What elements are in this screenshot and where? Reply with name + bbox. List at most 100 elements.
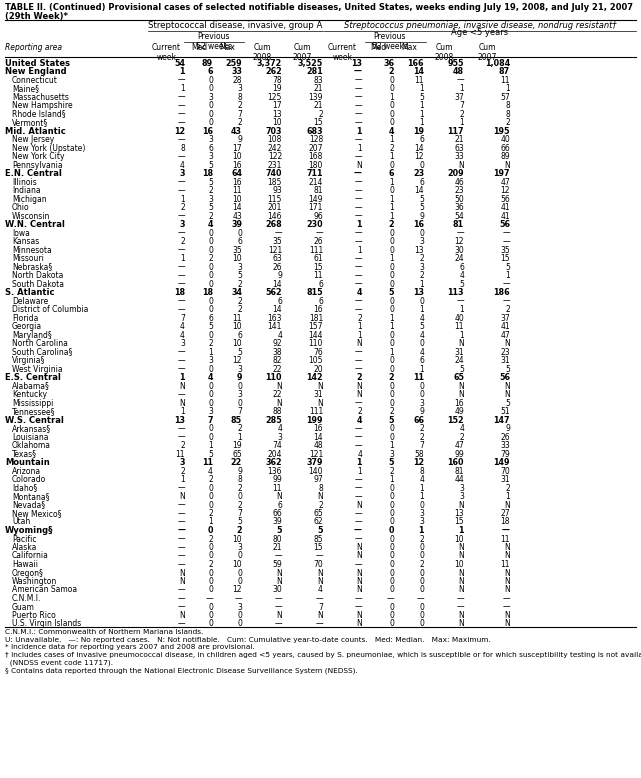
Text: Georgia: Georgia [12,322,42,331]
Text: 4: 4 [419,348,424,356]
Text: 22: 22 [272,390,282,399]
Text: 711: 711 [306,169,323,178]
Text: 4: 4 [208,467,213,475]
Text: Hawaii: Hawaii [12,560,38,569]
Text: Guam: Guam [12,602,35,612]
Text: South Dakota: South Dakota [12,279,64,289]
Text: 37: 37 [454,93,464,101]
Text: N: N [504,611,510,620]
Text: —: — [354,560,362,569]
Text: Arizona: Arizona [12,467,41,475]
Text: 1: 1 [419,483,424,492]
Text: 74: 74 [272,441,282,450]
Text: 108: 108 [268,135,282,144]
Text: Mountain: Mountain [5,458,50,467]
Text: 5: 5 [419,203,424,212]
Text: 5: 5 [237,517,242,527]
Text: 3: 3 [208,152,213,161]
Text: 2: 2 [419,424,424,433]
Text: (29th Week)*: (29th Week)* [5,12,68,21]
Text: 0: 0 [419,500,424,510]
Text: Alabama§: Alabama§ [12,381,50,391]
Text: 0: 0 [419,296,424,306]
Text: —: — [178,365,185,373]
Text: 92: 92 [272,339,282,348]
Text: 181: 181 [309,314,323,323]
Text: 12: 12 [454,237,464,246]
Text: N: N [458,500,464,510]
Text: 0: 0 [208,296,213,306]
Text: 2: 2 [237,424,242,433]
Text: 76: 76 [313,348,323,356]
Text: —: — [354,67,362,76]
Text: —: — [354,365,362,373]
Text: 11: 11 [454,322,464,331]
Text: 2: 2 [180,203,185,212]
Text: 5: 5 [237,348,242,356]
Text: 13: 13 [454,509,464,518]
Text: 4: 4 [208,220,213,229]
Text: 10: 10 [233,560,242,569]
Text: 9: 9 [419,212,424,220]
Text: 2: 2 [208,339,213,348]
Text: New England: New England [5,67,67,76]
Text: 2: 2 [459,110,464,118]
Text: 35: 35 [232,246,242,254]
Text: N: N [504,390,510,399]
Text: 5: 5 [505,262,510,272]
Text: 1: 1 [505,492,510,501]
Text: —: — [178,186,185,195]
Text: 2: 2 [237,279,242,289]
Text: 3: 3 [208,93,213,101]
Text: 1: 1 [389,93,394,101]
Text: 30: 30 [272,586,282,594]
Text: —: — [315,229,323,237]
Text: 209: 209 [447,169,464,178]
Text: —: — [354,212,362,220]
Text: N: N [458,586,464,594]
Text: —: — [354,169,362,178]
Text: 1: 1 [459,84,464,93]
Text: California: California [12,552,49,560]
Text: 5: 5 [208,160,213,170]
Text: —: — [354,237,362,246]
Text: 56: 56 [499,373,510,382]
Text: 5: 5 [459,365,464,373]
Text: 13: 13 [351,58,362,68]
Text: 4: 4 [459,271,464,280]
Text: Med: Med [191,43,207,52]
Text: 4: 4 [419,331,424,339]
Text: 2: 2 [208,186,213,195]
Text: 12: 12 [413,458,424,467]
Text: 11: 11 [233,186,242,195]
Text: 2: 2 [180,441,185,450]
Text: 47: 47 [454,441,464,450]
Text: Vermont§: Vermont§ [12,118,48,127]
Text: 26: 26 [272,262,282,272]
Text: N: N [458,611,464,620]
Text: 0: 0 [389,534,394,544]
Text: 0: 0 [389,356,394,365]
Text: 0: 0 [208,424,213,433]
Text: 5: 5 [419,194,424,204]
Text: Minnesota: Minnesota [12,246,52,254]
Text: American Samoa: American Samoa [12,586,77,594]
Text: 5: 5 [317,526,323,535]
Text: 0: 0 [389,517,394,527]
Text: 4: 4 [419,314,424,323]
Text: —: — [354,75,362,85]
Text: 3: 3 [459,492,464,501]
Text: 5: 5 [208,203,213,212]
Text: N: N [458,543,464,552]
Text: 180: 180 [308,160,323,170]
Text: —: — [456,602,464,612]
Text: C.N.M.I.: C.N.M.I. [12,594,42,603]
Text: N: N [276,492,282,501]
Text: 2: 2 [388,373,394,382]
Text: 2: 2 [237,118,242,127]
Text: 4: 4 [356,415,362,425]
Text: 7: 7 [318,602,323,612]
Text: 1: 1 [389,177,394,187]
Text: 0: 0 [208,118,213,127]
Text: New York City: New York City [12,152,65,161]
